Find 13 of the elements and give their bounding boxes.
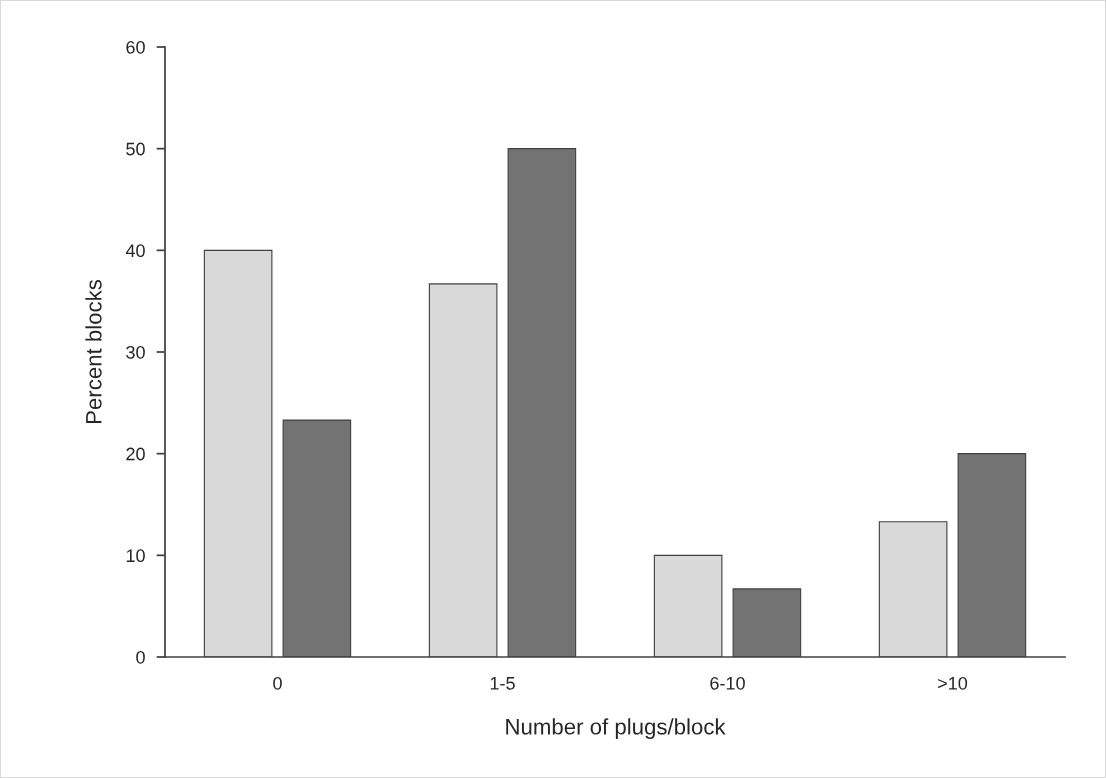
y-tick-label: 50 <box>126 142 145 156</box>
y-tick-label: 20 <box>126 447 145 461</box>
y-axis-title: Percent blocks <box>85 279 102 424</box>
y-tick-label: 30 <box>126 345 145 359</box>
y-tick-label: 60 <box>126 40 145 54</box>
x-tick-label: 6-10 <box>710 676 745 690</box>
y-tick-label: 0 <box>136 650 145 664</box>
x-tick-label: 1-5 <box>490 677 515 690</box>
x-tick-label: >10 <box>938 676 968 690</box>
y-tick-label: 40 <box>125 244 145 258</box>
y-tick-label: 10 <box>126 549 145 563</box>
x-tick-label: 0 <box>273 676 282 690</box>
x-axis-title: Number of plugs/block <box>506 718 726 739</box>
